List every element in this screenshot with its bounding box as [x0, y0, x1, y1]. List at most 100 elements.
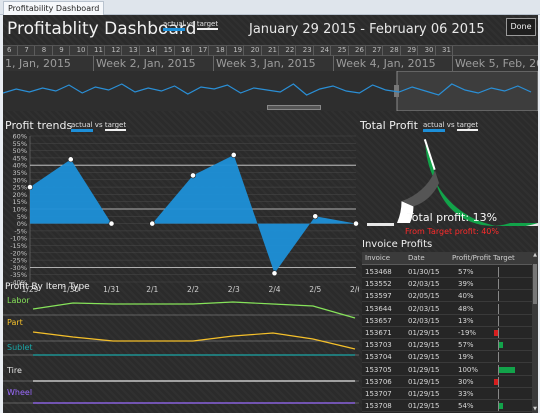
- date-cell: 01/29/15: [408, 390, 440, 398]
- day-tick-line: [260, 46, 262, 56]
- table-row[interactable]: 153704 01/29/15 19%: [362, 351, 532, 364]
- legend-vs: vs: [446, 121, 455, 129]
- data-point[interactable]: [230, 152, 237, 158]
- week-bar[interactable]: 1, Jan, 2015 Week 2, Jan, 2015 Week 3, Jan…: [3, 56, 538, 71]
- day-tick-line: [34, 46, 36, 56]
- bar-axis: [498, 352, 499, 363]
- week-label: Week 2, Jan, 2015: [96, 57, 196, 70]
- table-row[interactable]: 153671 01/29/15 -19%: [362, 327, 532, 339]
- col-profit-target[interactable]: Profit/Profit Target: [452, 254, 515, 262]
- table-row[interactable]: 153706 01/29/15 30%: [362, 376, 532, 388]
- y-tick-label: 30%: [13, 176, 27, 184]
- total-profit-summary: Total profit: 13%: [406, 211, 498, 224]
- day-tick-line: [191, 46, 192, 56]
- x-tick-label: 1/31: [103, 285, 120, 294]
- timeline-scroll-thumb[interactable]: [267, 105, 321, 110]
- date-cell: 02/03/15: [408, 280, 440, 289]
- table-row[interactable]: 153552 02/03/15 39%: [362, 278, 532, 291]
- x-tick-label: 2/5: [309, 285, 321, 294]
- range-handle[interactable]: [394, 85, 399, 97]
- scroll-down-icon[interactable]: ▼: [533, 406, 537, 412]
- day-tick-line: [382, 46, 384, 56]
- data-point[interactable]: [149, 220, 156, 227]
- day-tick: 26: [355, 46, 364, 54]
- col-invoice[interactable]: Invoice: [365, 254, 391, 262]
- data-point[interactable]: [27, 184, 33, 190]
- y-tick-label: -20%: [10, 249, 27, 257]
- day-tick-line: [330, 46, 332, 56]
- table-row[interactable]: 153597 02/05/15 40%: [362, 290, 532, 303]
- table-row[interactable]: 153707 01/29/15 33%: [362, 388, 532, 400]
- item-type-chart: [3, 301, 359, 404]
- day-tick-line: [121, 46, 123, 56]
- col-date[interactable]: Date: [408, 254, 425, 262]
- date-cell: 01/29/15: [408, 329, 440, 337]
- y-tick-label: -35%: [10, 271, 27, 279]
- data-point[interactable]: [108, 220, 115, 227]
- from-target-text: From Target profit: 40%: [405, 227, 499, 236]
- y-tick-label: 0%: [17, 220, 27, 228]
- y-tick-label: -15%: [10, 242, 27, 250]
- table-row[interactable]: 153657 02/03/15 13%: [362, 315, 532, 327]
- profit-bar: [499, 366, 515, 373]
- scroll-up-icon[interactable]: ▲: [533, 252, 537, 258]
- day-tick: 18: [215, 46, 225, 54]
- pct-cell: -19%: [458, 329, 477, 337]
- x-tick-label: 2/3: [228, 285, 240, 294]
- pct-cell: 39%: [458, 280, 474, 289]
- pct-cell: 54%: [458, 402, 474, 411]
- x-tick-label: 2/4: [268, 285, 280, 294]
- table-scrollbar[interactable]: ▲ ▼: [532, 252, 538, 413]
- total-profit-legend: actual vs target: [423, 121, 479, 132]
- data-point[interactable]: [312, 213, 319, 220]
- profit-bar: [499, 403, 503, 410]
- table-row[interactable]: 153644 02/03/15 48%: [362, 303, 532, 315]
- tab-profitability-dashboard[interactable]: Profitability Dashboard: [3, 1, 105, 15]
- timeline-sparkline[interactable]: [3, 71, 538, 111]
- data-point[interactable]: [271, 270, 278, 277]
- data-point[interactable]: [67, 156, 74, 163]
- day-tick-line: [452, 46, 453, 56]
- date-cell: 01/30/15: [408, 268, 440, 276]
- date-range: January 29 2015 - February 06 2015: [249, 22, 485, 37]
- day-tick: 31: [442, 46, 451, 54]
- day-ruler[interactable]: 6 7 8 9 10 11 12 13 14 15 16 17 18 19 20 21 22 23 24 25 26 27…: [3, 45, 538, 56]
- profit-bar: [494, 378, 498, 385]
- table-row[interactable]: 153468 01/30/15 57%: [362, 266, 532, 278]
- day-tick: 24: [320, 46, 330, 54]
- legend-target: target: [456, 121, 479, 131]
- week-label: 1, Jan, 2015: [5, 57, 71, 70]
- pct-cell: 40%: [458, 292, 474, 301]
- y-tick-label: -25%: [10, 257, 27, 265]
- x-tick-label: 1/30: [62, 285, 79, 294]
- date-cell: 01/29/15: [408, 341, 440, 350]
- day-tick-line: [156, 46, 158, 56]
- table-row[interactable]: 153708 01/29/15 54%: [362, 400, 532, 413]
- legend-vs: vs: [94, 121, 103, 129]
- data-point[interactable]: [353, 220, 359, 227]
- day-tick: 28: [389, 46, 399, 54]
- day-tick-line: [17, 46, 18, 56]
- table-row[interactable]: 153703 01/29/15 57%: [362, 339, 532, 352]
- y-tick-label: 60%: [13, 133, 27, 141]
- pct-cell: 13%: [458, 316, 474, 325]
- bar-axis: [498, 291, 499, 302]
- day-tick-line: [312, 46, 314, 56]
- day-tick: 14: [146, 46, 156, 54]
- dashboard-title: Profitablity Dashboard: [7, 19, 197, 39]
- scroll-thumb[interactable]: [533, 264, 537, 304]
- table-row[interactable]: 153705 01/29/15 100%: [362, 364, 532, 376]
- header-legend: actual vs target: [163, 20, 219, 31]
- bar-axis: [498, 303, 499, 314]
- bar-axis: [498, 376, 499, 387]
- x-tick-label: 2/2: [187, 285, 199, 294]
- pct-cell: 100%: [458, 365, 479, 374]
- total-profit-title: Total Profit: [360, 119, 418, 132]
- y-tick-label: 35%: [13, 169, 27, 177]
- y-tick-label: 20%: [13, 191, 27, 199]
- invoice-table[interactable]: Invoice Date Profit/Profit Target 153468…: [362, 252, 538, 413]
- day-tick-line: [225, 46, 227, 56]
- done-button[interactable]: Done: [506, 18, 536, 36]
- data-point[interactable]: [190, 172, 196, 179]
- invoice-table-header: Invoice Date Profit/Profit Target: [362, 252, 538, 265]
